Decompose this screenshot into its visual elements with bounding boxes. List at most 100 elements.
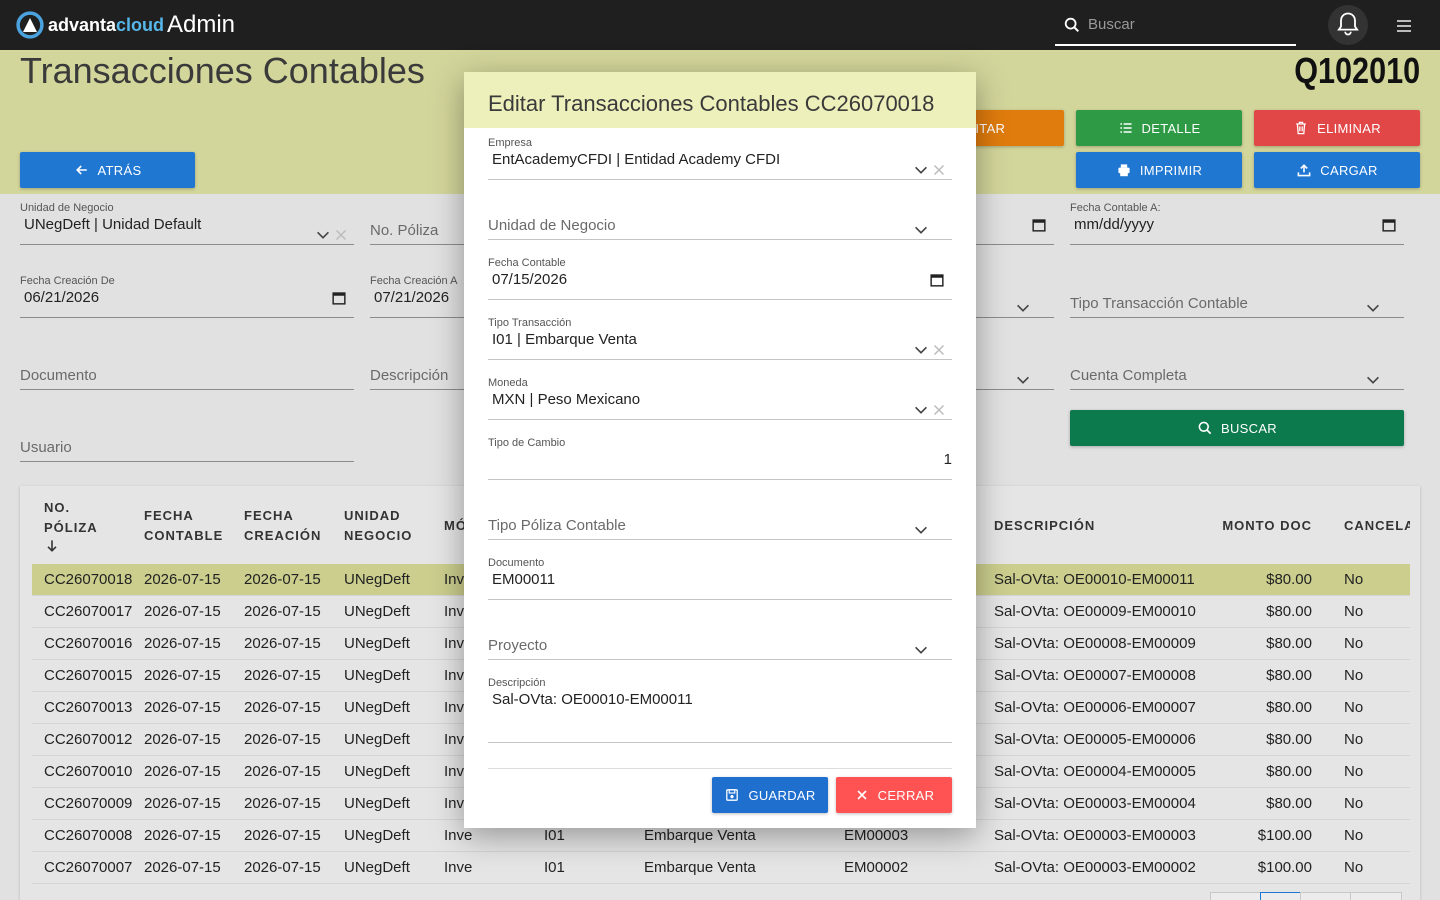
field-underline xyxy=(488,539,952,540)
field-placeholder[interactable]: Descripción xyxy=(370,367,449,384)
back-button[interactable]: ATRÁS xyxy=(20,152,195,188)
table-cell: UNegDeft xyxy=(344,603,410,620)
field-label: Tipo Transacción xyxy=(488,317,572,329)
table-cell: No xyxy=(1344,699,1364,716)
table-cell: Inv xyxy=(444,667,465,684)
column-header[interactable]: MONTO DOC xyxy=(1222,496,1312,556)
field-value[interactable]: EM00011 xyxy=(492,571,556,588)
field-value[interactable]: mm/dd/yyyy xyxy=(1074,216,1155,233)
upload-button-label: CARGAR xyxy=(1320,162,1378,178)
upload-button[interactable]: CARGAR xyxy=(1254,152,1420,188)
field-placeholder[interactable]: Unidad de Negocio xyxy=(488,217,616,234)
search-button-icon xyxy=(1198,421,1212,435)
dropdown-icon xyxy=(1017,376,1029,384)
field-label: Moneda xyxy=(488,377,528,389)
upload-button-icon-part xyxy=(1297,164,1311,177)
pagination-button[interactable] xyxy=(1350,892,1402,900)
table-cell: CC26070010 xyxy=(44,763,133,780)
field-label: Tipo de Cambio xyxy=(488,437,566,449)
field-placeholder[interactable]: Documento xyxy=(20,367,97,384)
column-header[interactable]: MÓ xyxy=(444,496,524,556)
field-value[interactable]: EntAcademyCFDI | Entidad Academy CFDI xyxy=(492,151,781,168)
calendar-icon-part xyxy=(1383,220,1395,223)
field-underline xyxy=(20,317,354,318)
column-header[interactable]: UNIDAD NEGOCIO xyxy=(344,496,424,556)
field-placeholder[interactable]: Tipo Póliza Contable xyxy=(488,517,626,534)
search-button[interactable]: BUSCAR xyxy=(1070,410,1404,446)
logo-icon-part xyxy=(16,11,44,39)
field-value[interactable]: 07/21/2026 xyxy=(374,289,450,306)
table-cell: Inv xyxy=(444,795,465,812)
print-button-label: IMPRIMIR xyxy=(1139,162,1203,178)
table-cell: CC26070015 xyxy=(44,667,133,684)
table-cell: Inv xyxy=(444,763,465,780)
field-placeholder[interactable]: Tipo Transacción Contable xyxy=(1070,295,1248,312)
table-cell: 2026-07-15 xyxy=(244,731,321,748)
field-value[interactable]: 06/21/2026 xyxy=(24,289,100,306)
table-cell: CC26070017 xyxy=(44,603,133,620)
pagination-button[interactable] xyxy=(1260,892,1302,900)
field-value[interactable]: UNegDeft | Unidad Default xyxy=(24,216,202,233)
pagination-button[interactable] xyxy=(1300,892,1352,900)
table-cell: $80.00 xyxy=(1266,763,1312,780)
search-icon-part xyxy=(1073,26,1080,33)
detail-button[interactable]: DETALLE xyxy=(1076,110,1242,146)
calendar-icon xyxy=(1032,219,1046,232)
search-input[interactable]: Buscar xyxy=(1088,16,1135,33)
table-cell: $80.00 xyxy=(1266,635,1312,652)
calendar-icon-part xyxy=(333,293,345,296)
column-header-text: FECHA CONTABLE xyxy=(144,508,224,543)
sort-icon xyxy=(47,540,57,552)
table-cell: 2026-07-15 xyxy=(244,667,321,684)
save-button[interactable]: GUARDAR xyxy=(712,777,828,813)
close-button-icon-part xyxy=(857,790,867,800)
close-button[interactable]: CERRAR xyxy=(836,777,952,813)
table-cell: UNegDeft xyxy=(344,667,410,684)
table-cell: $100.00 xyxy=(1257,859,1312,876)
table-cell: CC26070012 xyxy=(44,731,133,748)
table-cell: UNegDeft xyxy=(344,763,410,780)
field-placeholder[interactable]: Usuario xyxy=(20,439,72,456)
table-cell: Embarque Venta xyxy=(644,859,756,876)
table-cell: No xyxy=(1344,763,1364,780)
field-placeholder[interactable]: No. Póliza xyxy=(370,222,439,239)
table-cell: 2026-07-15 xyxy=(244,827,321,844)
field-underline xyxy=(1070,317,1404,318)
table-cell: 2026-07-15 xyxy=(244,859,321,876)
table-cell: $80.00 xyxy=(1266,731,1312,748)
delete-button[interactable]: ELIMINAR xyxy=(1254,110,1420,146)
field-placeholder[interactable]: Cuenta Completa xyxy=(1070,367,1187,384)
column-header[interactable]: FECHA CREACIÓN xyxy=(244,496,324,556)
table-cell: Inve xyxy=(444,859,473,876)
print-button-icon-part xyxy=(1120,171,1128,177)
column-header-text: UNIDAD NEGOCIO xyxy=(344,508,413,543)
logo-icon-part xyxy=(23,18,37,32)
bell-bg[interactable] xyxy=(1328,5,1368,45)
textarea[interactable]: Sal-OVta: OE00010-EM00011 xyxy=(492,691,693,708)
field-value[interactable]: I01 | Embarque Venta xyxy=(492,331,637,348)
table-cell: 2026-07-15 xyxy=(244,603,321,620)
dropdown-icon-part xyxy=(915,526,927,534)
column-header[interactable]: NO. PÓLIZA xyxy=(44,496,124,556)
table-cell: $80.00 xyxy=(1266,571,1312,588)
field-value[interactable]: 1 xyxy=(943,451,952,468)
modal-divider xyxy=(488,768,952,769)
dropdown-icon xyxy=(915,526,927,534)
table-cell: 2026-07-15 xyxy=(244,635,321,652)
column-header[interactable]: DESCRIPCIÓN xyxy=(994,496,1194,556)
field-placeholder[interactable]: Proyecto xyxy=(488,637,548,654)
print-button[interactable]: IMPRIMIR xyxy=(1076,152,1242,188)
column-header[interactable]: FECHA CONTABLE xyxy=(144,496,224,556)
field-value[interactable]: 07/15/2026 xyxy=(492,271,568,288)
field-value[interactable]: MXN | Peso Mexicano xyxy=(492,391,641,408)
table-cell: Sal-OVta: OE00007-EM00008 xyxy=(994,667,1196,684)
dropdown-icon-part xyxy=(915,226,927,234)
pagination-button[interactable] xyxy=(1210,892,1262,900)
column-header[interactable]: CANCELA xyxy=(1344,496,1410,556)
back-button-icon-part xyxy=(75,165,87,175)
search-icon-part xyxy=(1064,17,1077,30)
table-cell: 2026-07-15 xyxy=(144,763,221,780)
row-divider xyxy=(32,851,1410,852)
field-underline xyxy=(1070,244,1404,245)
search-button-icon-part xyxy=(1206,429,1212,435)
